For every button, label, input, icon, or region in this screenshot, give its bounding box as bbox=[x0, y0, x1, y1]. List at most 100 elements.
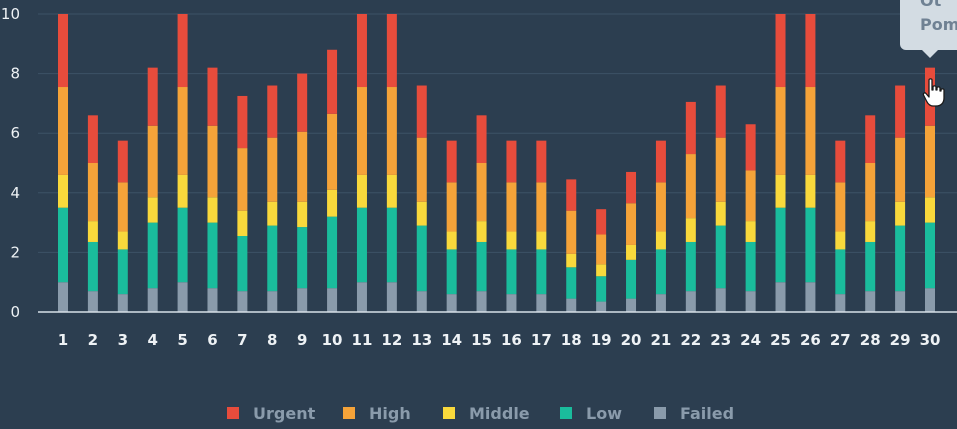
bar-segment-failed[interactable] bbox=[626, 298, 637, 312]
bar-segment-failed[interactable] bbox=[416, 291, 427, 312]
bar-segment-high[interactable] bbox=[835, 182, 846, 232]
bar-segment-failed[interactable] bbox=[386, 282, 397, 312]
bar-segment-high[interactable] bbox=[596, 234, 607, 265]
bar-segment-low[interactable] bbox=[327, 216, 338, 289]
legend-item-high[interactable]: High bbox=[343, 404, 411, 423]
legend-item-low[interactable]: Low bbox=[560, 404, 622, 423]
bar-segment-failed[interactable] bbox=[446, 294, 457, 312]
legend-item-middle[interactable]: Middle bbox=[443, 404, 530, 423]
bar-segment-high[interactable] bbox=[117, 182, 128, 232]
bar-segment-middle[interactable] bbox=[895, 201, 906, 226]
bar-segment-failed[interactable] bbox=[655, 294, 666, 312]
bar-segment-middle[interactable] bbox=[446, 231, 457, 250]
bar-segment-failed[interactable] bbox=[476, 291, 487, 312]
bar-segment-urgent[interactable] bbox=[416, 85, 427, 138]
bar-segment-low[interactable] bbox=[476, 241, 487, 292]
bar-segment-middle[interactable] bbox=[237, 210, 248, 237]
bar-segment-high[interactable] bbox=[58, 87, 68, 175]
bar-segment-middle[interactable] bbox=[925, 197, 935, 223]
bar-segment-urgent[interactable] bbox=[177, 14, 188, 88]
bar-segment-failed[interactable] bbox=[237, 291, 248, 312]
bar-segment-high[interactable] bbox=[925, 125, 935, 198]
bar-segment-middle[interactable] bbox=[566, 253, 577, 268]
bar-segment-high[interactable] bbox=[805, 87, 816, 175]
bar-segment-low[interactable] bbox=[267, 225, 278, 292]
legend-item-failed[interactable]: Failed bbox=[654, 404, 734, 423]
bar-segment-low[interactable] bbox=[297, 227, 308, 289]
bar-segment-low[interactable] bbox=[416, 225, 427, 292]
bar-segment-middle[interactable] bbox=[865, 221, 876, 242]
bar-segment-high[interactable] bbox=[506, 182, 517, 232]
bar-segment-middle[interactable] bbox=[356, 174, 367, 208]
bar-segment-low[interactable] bbox=[835, 249, 846, 295]
bar-segment-low[interactable] bbox=[805, 207, 816, 283]
bar-segment-urgent[interactable] bbox=[267, 85, 278, 138]
bar-segment-failed[interactable] bbox=[117, 294, 128, 312]
bar-segment-urgent[interactable] bbox=[446, 140, 457, 183]
bar-segment-urgent[interactable] bbox=[476, 115, 487, 163]
bar-segment-high[interactable] bbox=[685, 154, 696, 219]
bar-segment-low[interactable] bbox=[147, 222, 158, 289]
bar-segment-urgent[interactable] bbox=[506, 140, 517, 183]
bar-segment-urgent[interactable] bbox=[865, 115, 876, 163]
bar-segment-low[interactable] bbox=[626, 259, 637, 299]
bar-segment-middle[interactable] bbox=[117, 231, 128, 250]
bar-segment-failed[interactable] bbox=[207, 288, 218, 312]
bar-segment-failed[interactable] bbox=[925, 288, 935, 312]
bar-segment-high[interactable] bbox=[207, 125, 218, 198]
bar-segment-high[interactable] bbox=[237, 148, 248, 211]
bar-segment-urgent[interactable] bbox=[356, 14, 367, 88]
bar-segment-failed[interactable] bbox=[745, 291, 756, 312]
bar-segment-high[interactable] bbox=[895, 137, 906, 202]
bar-segment-failed[interactable] bbox=[835, 294, 846, 312]
bar-segment-urgent[interactable] bbox=[895, 85, 906, 138]
bar-segment-high[interactable] bbox=[386, 87, 397, 175]
bar-segment-low[interactable] bbox=[356, 207, 367, 283]
bar-segment-low[interactable] bbox=[596, 276, 607, 302]
bar-segment-failed[interactable] bbox=[356, 282, 367, 312]
bar-segment-middle[interactable] bbox=[267, 201, 278, 226]
bar-segment-middle[interactable] bbox=[416, 201, 427, 226]
bar-segment-middle[interactable] bbox=[805, 174, 816, 208]
bar-segment-urgent[interactable] bbox=[805, 14, 816, 88]
legend-item-urgent[interactable]: Urgent bbox=[227, 404, 316, 423]
bar-segment-low[interactable] bbox=[895, 225, 906, 292]
bar-segment-failed[interactable] bbox=[87, 291, 98, 312]
bar-segment-low[interactable] bbox=[745, 241, 756, 292]
bar-segment-failed[interactable] bbox=[536, 294, 547, 312]
bar-segment-low[interactable] bbox=[506, 249, 517, 295]
bar-segment-failed[interactable] bbox=[58, 282, 68, 312]
bar-segment-failed[interactable] bbox=[685, 291, 696, 312]
bar-segment-high[interactable] bbox=[177, 87, 188, 175]
bar-segment-low[interactable] bbox=[925, 222, 935, 289]
bar-segment-middle[interactable] bbox=[177, 174, 188, 208]
bar-segment-failed[interactable] bbox=[267, 291, 278, 312]
bar-segment-failed[interactable] bbox=[297, 288, 308, 312]
bar-segment-urgent[interactable] bbox=[386, 14, 397, 88]
bar-segment-failed[interactable] bbox=[895, 291, 906, 312]
bar-segment-failed[interactable] bbox=[566, 298, 577, 312]
bar-segment-urgent[interactable] bbox=[327, 49, 338, 114]
bar-segment-urgent[interactable] bbox=[147, 67, 158, 126]
bar-segment-urgent[interactable] bbox=[566, 179, 577, 211]
bar-segment-middle[interactable] bbox=[386, 174, 397, 208]
bar-segment-middle[interactable] bbox=[745, 221, 756, 242]
bar-segment-low[interactable] bbox=[446, 249, 457, 295]
bar-segment-failed[interactable] bbox=[775, 282, 786, 312]
bar-segment-low[interactable] bbox=[536, 249, 547, 295]
bar-segment-middle[interactable] bbox=[58, 174, 68, 208]
bar-segment-high[interactable] bbox=[446, 182, 457, 232]
bar-segment-middle[interactable] bbox=[596, 264, 607, 277]
bar-segment-low[interactable] bbox=[715, 225, 726, 289]
bar-segment-middle[interactable] bbox=[775, 174, 786, 208]
bar-segment-middle[interactable] bbox=[297, 201, 308, 228]
bar-segment-failed[interactable] bbox=[327, 288, 338, 312]
bar-segment-high[interactable] bbox=[536, 182, 547, 232]
bar-segment-urgent[interactable] bbox=[536, 140, 547, 183]
bar-segment-urgent[interactable] bbox=[745, 124, 756, 171]
bar-segment-low[interactable] bbox=[865, 241, 876, 292]
bar-segment-urgent[interactable] bbox=[87, 115, 98, 163]
bar-segment-low[interactable] bbox=[775, 207, 786, 283]
bar-segment-middle[interactable] bbox=[715, 201, 726, 226]
bar-segment-urgent[interactable] bbox=[626, 171, 637, 204]
